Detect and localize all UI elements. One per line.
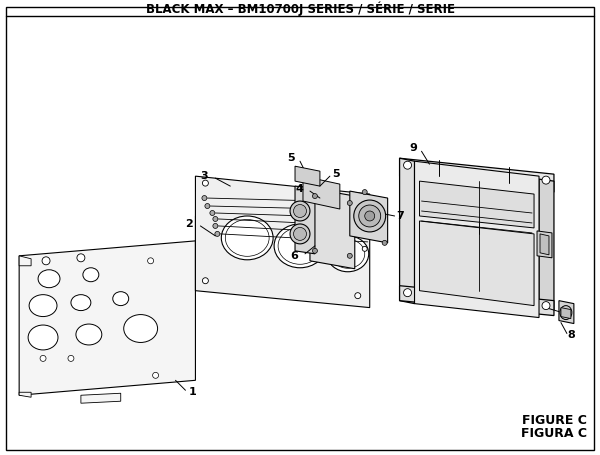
Circle shape xyxy=(42,257,50,265)
Text: 8: 8 xyxy=(567,330,575,340)
Ellipse shape xyxy=(354,200,386,232)
Circle shape xyxy=(210,211,215,216)
Text: BLACK MAX – BM10700J SERIES / SÉRIE / SERIE: BLACK MAX – BM10700J SERIES / SÉRIE / SE… xyxy=(146,1,455,16)
Circle shape xyxy=(347,253,352,258)
Circle shape xyxy=(362,190,367,195)
Polygon shape xyxy=(196,216,240,251)
Ellipse shape xyxy=(359,205,380,227)
Polygon shape xyxy=(295,166,320,186)
Polygon shape xyxy=(540,234,549,255)
Ellipse shape xyxy=(76,324,102,345)
Polygon shape xyxy=(19,392,31,397)
Text: 9: 9 xyxy=(410,143,418,153)
Polygon shape xyxy=(196,176,370,308)
Ellipse shape xyxy=(278,228,322,264)
Text: FIGURA C: FIGURA C xyxy=(521,427,587,440)
Circle shape xyxy=(362,246,367,251)
Circle shape xyxy=(148,258,154,264)
Ellipse shape xyxy=(290,224,310,244)
Polygon shape xyxy=(400,158,415,303)
Ellipse shape xyxy=(221,216,273,260)
Circle shape xyxy=(202,196,207,201)
Polygon shape xyxy=(419,181,534,228)
Polygon shape xyxy=(561,308,571,318)
Circle shape xyxy=(404,161,412,169)
Text: FIGURE C: FIGURE C xyxy=(522,414,587,427)
Ellipse shape xyxy=(113,292,129,306)
Polygon shape xyxy=(400,158,554,192)
Ellipse shape xyxy=(327,236,369,272)
Ellipse shape xyxy=(124,314,158,343)
Ellipse shape xyxy=(28,325,58,350)
Text: 7: 7 xyxy=(397,211,404,221)
Ellipse shape xyxy=(274,224,326,268)
Polygon shape xyxy=(303,176,340,209)
Polygon shape xyxy=(559,301,574,324)
Ellipse shape xyxy=(83,268,99,282)
Circle shape xyxy=(542,302,550,309)
Circle shape xyxy=(347,201,352,206)
Circle shape xyxy=(215,232,220,237)
Circle shape xyxy=(213,223,218,228)
Polygon shape xyxy=(19,256,31,266)
Circle shape xyxy=(382,240,387,245)
Polygon shape xyxy=(539,179,554,309)
Text: 2: 2 xyxy=(185,219,193,229)
Ellipse shape xyxy=(293,228,307,240)
Circle shape xyxy=(355,293,361,298)
Polygon shape xyxy=(310,188,355,269)
Ellipse shape xyxy=(226,219,269,256)
Ellipse shape xyxy=(331,239,365,268)
Text: 1: 1 xyxy=(188,387,196,397)
Polygon shape xyxy=(295,186,315,254)
Circle shape xyxy=(40,355,46,361)
Ellipse shape xyxy=(293,205,307,217)
Polygon shape xyxy=(415,161,539,318)
Polygon shape xyxy=(81,393,121,403)
Text: 3: 3 xyxy=(201,171,208,181)
Circle shape xyxy=(404,288,412,297)
Polygon shape xyxy=(419,221,534,306)
Ellipse shape xyxy=(29,295,57,317)
Circle shape xyxy=(68,355,74,361)
Ellipse shape xyxy=(38,270,60,288)
Circle shape xyxy=(542,176,550,184)
Circle shape xyxy=(313,193,317,198)
Circle shape xyxy=(202,180,208,186)
Circle shape xyxy=(355,197,361,203)
Circle shape xyxy=(202,278,208,284)
Circle shape xyxy=(77,254,85,262)
Text: 5: 5 xyxy=(332,169,340,179)
Polygon shape xyxy=(19,241,196,395)
Text: 5: 5 xyxy=(287,153,295,163)
Circle shape xyxy=(362,228,367,233)
Circle shape xyxy=(152,372,158,378)
Text: 4: 4 xyxy=(295,184,303,194)
Circle shape xyxy=(205,203,210,208)
Circle shape xyxy=(213,217,218,222)
Ellipse shape xyxy=(71,295,91,311)
Polygon shape xyxy=(400,286,554,316)
Ellipse shape xyxy=(290,201,310,221)
Ellipse shape xyxy=(560,306,572,319)
Polygon shape xyxy=(537,231,552,258)
Polygon shape xyxy=(350,191,388,243)
Ellipse shape xyxy=(365,211,374,221)
Text: 6: 6 xyxy=(290,251,298,261)
Circle shape xyxy=(313,248,317,253)
